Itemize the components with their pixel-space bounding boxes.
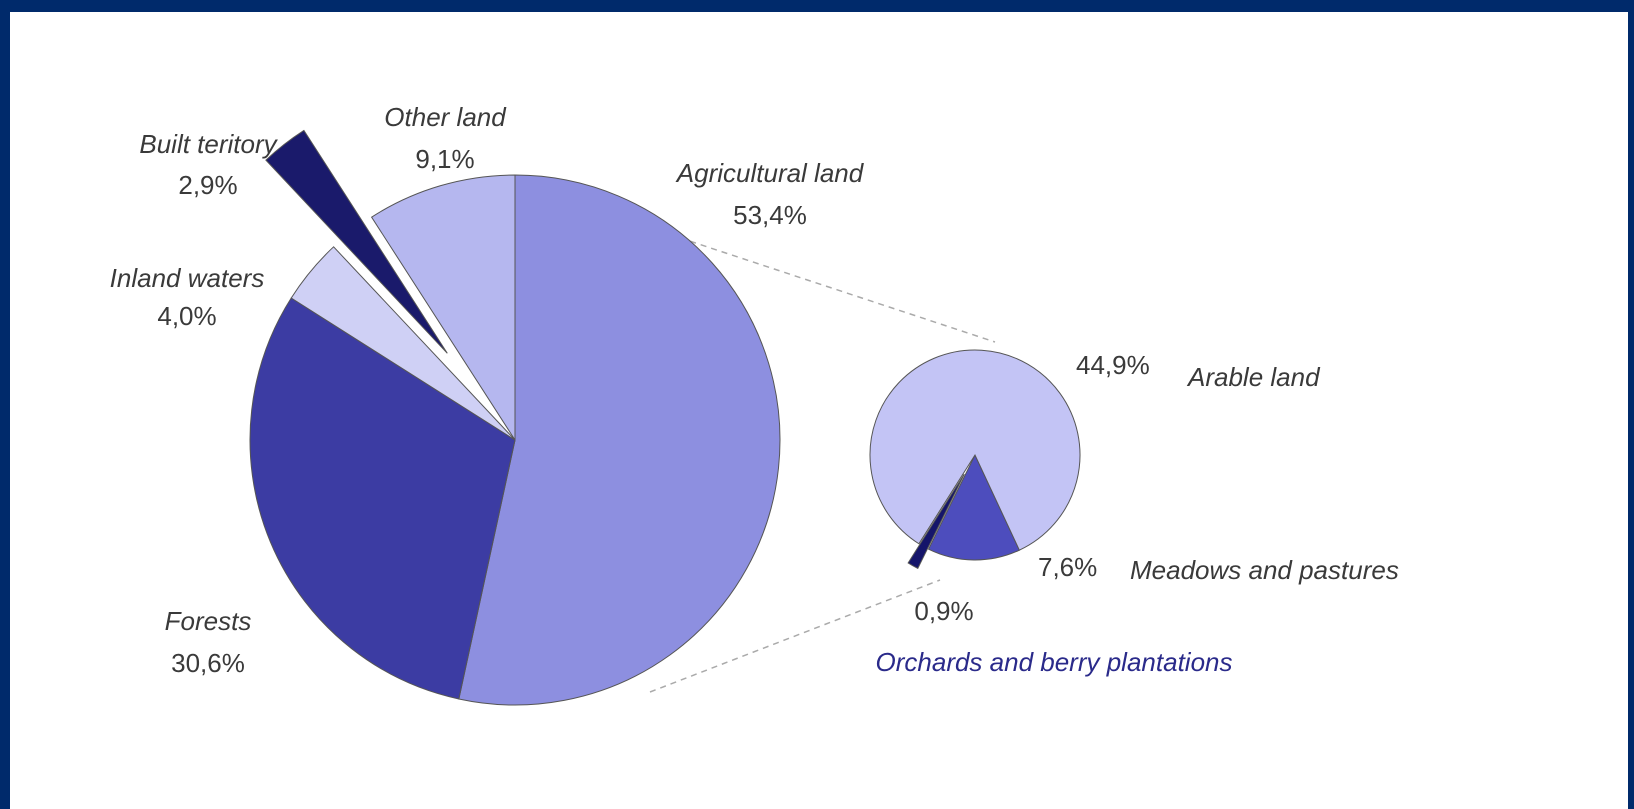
slice-agricultural-land (458, 174, 781, 706)
value-other-land: 9,1% (415, 144, 474, 174)
land-use-chart: Other land 9,1% Built teritory 2,9% Inla… (110, 102, 1399, 706)
label-arable-land: Arable land (1186, 362, 1321, 392)
value-agricultural-land: 53,4% (733, 200, 807, 230)
main-pie (249, 129, 781, 706)
slice-arable-land (869, 349, 1081, 551)
label-orchards: Orchards and berry plantations (876, 647, 1233, 677)
connector-line-top (637, 223, 996, 343)
connector-line-bottom (649, 579, 941, 693)
label-built-territory: Built teritory (139, 129, 278, 159)
slice-other-land (370, 174, 516, 442)
value-inland-waters: 4,0% (157, 301, 216, 331)
label-forests: Forests (165, 606, 252, 636)
slice-meadows-and-pastures (927, 453, 1021, 561)
label-inland-waters: Inland waters (110, 263, 265, 293)
sub-pie (869, 349, 1081, 570)
connector-lines (637, 223, 996, 693)
slice-built-teritory (265, 129, 448, 354)
value-forests: 30,6% (171, 648, 245, 678)
value-arable-land: 44,9% (1076, 350, 1150, 380)
label-other-land: Other land (384, 102, 507, 132)
slice-inland-waters (290, 246, 516, 441)
chart-frame: Other land 9,1% Built teritory 2,9% Inla… (10, 12, 1628, 809)
label-meadows-pastures: Meadows and pastures (1130, 555, 1399, 585)
value-orchards: 0,9% (914, 596, 973, 626)
label-agricultural-land: Agricultural land (675, 158, 865, 188)
value-built-territory: 2,9% (178, 170, 237, 200)
slice-orchards-and-berry-plantations (907, 473, 965, 570)
value-meadows-pastures: 7,6% (1038, 552, 1097, 582)
